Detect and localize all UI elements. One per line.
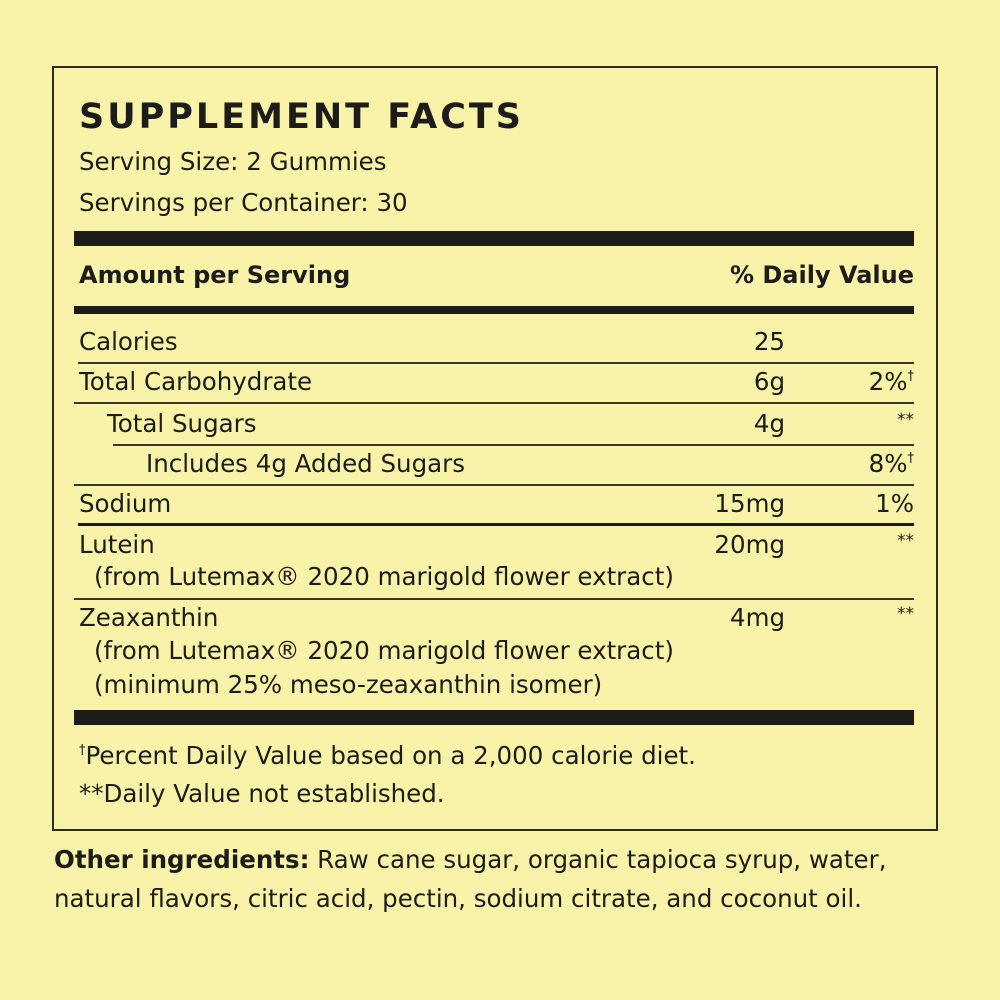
thick-divider-top <box>74 231 914 246</box>
footnote-dagger-text: Percent Daily Value based on a 2,000 cal… <box>85 741 696 770</box>
row-added-sugars-dv: 8%† <box>869 449 914 478</box>
row-zeaxanthin-isomer-note: (minimum 25% meso-zeaxanthin isomer) <box>94 670 603 699</box>
row-added-sugars-name: Includes 4g Added Sugars <box>146 449 465 478</box>
row-total-sugars-name: Total Sugars <box>107 409 257 438</box>
row-carbohydrate-amount: 6g <box>753 367 785 396</box>
footnote-dagger: †Percent Daily Value based on a 2,000 ca… <box>79 741 696 770</box>
dagger-mark: † <box>907 451 915 466</box>
amount-per-serving-header: Amount per Serving <box>79 261 351 289</box>
row-lutein-dv: ** <box>897 531 914 551</box>
row-sodium-dv: 1% <box>875 489 914 518</box>
dagger-mark: † <box>79 743 86 758</box>
row-carbohydrate-dv: 2%† <box>869 367 914 396</box>
serving-size: Serving Size: 2 Gummies <box>79 147 387 176</box>
other-ingredients-text: Raw cane sugar, organic tapioca syrup, w… <box>54 845 887 913</box>
thick-divider-bottom <box>74 710 914 725</box>
section-divider <box>78 523 914 526</box>
row-sodium-amount: 15mg <box>714 489 785 518</box>
row-zeaxanthin-amount: 4mg <box>729 603 785 632</box>
row-carbohydrate-name: Total Carbohydrate <box>79 367 313 396</box>
row-carbohydrate-dv-value: 2% <box>868 367 908 396</box>
row-divider-indented <box>113 444 914 446</box>
other-ingredients: Other ingredients: Raw cane sugar, organ… <box>54 840 954 918</box>
label-title: SUPPLEMENT FACTS <box>79 97 524 137</box>
row-zeaxanthin-dv: ** <box>897 604 914 624</box>
row-lutein-name: Lutein <box>79 530 155 559</box>
dagger-mark: † <box>907 369 915 384</box>
row-divider <box>74 484 914 486</box>
other-ingredients-label: Other ingredients: <box>54 845 310 874</box>
row-lutein-amount: 20mg <box>714 530 785 559</box>
medium-divider <box>74 306 914 314</box>
daily-value-header: % Daily Value <box>729 261 914 289</box>
row-zeaxanthin-name: Zeaxanthin <box>79 603 219 632</box>
row-sodium-name: Sodium <box>79 489 172 518</box>
row-divider <box>74 598 914 600</box>
row-calories-name: Calories <box>79 327 178 356</box>
row-divider <box>74 402 914 404</box>
footnote-stars: **Daily Value not established. <box>79 779 445 808</box>
row-lutein-source: (from Lutemax® 2020 marigold flower extr… <box>94 562 674 591</box>
row-total-sugars-dv: ** <box>897 410 914 430</box>
supplement-facts-panel <box>52 66 938 831</box>
servings-per-container: Servings per Container: 30 <box>79 188 408 217</box>
row-divider <box>78 362 914 364</box>
row-total-sugars-amount: 4g <box>753 409 785 438</box>
row-calories-amount: 25 <box>753 327 785 356</box>
row-added-sugars-dv-value: 8% <box>868 449 908 478</box>
row-zeaxanthin-source: (from Lutemax® 2020 marigold flower extr… <box>94 636 674 665</box>
